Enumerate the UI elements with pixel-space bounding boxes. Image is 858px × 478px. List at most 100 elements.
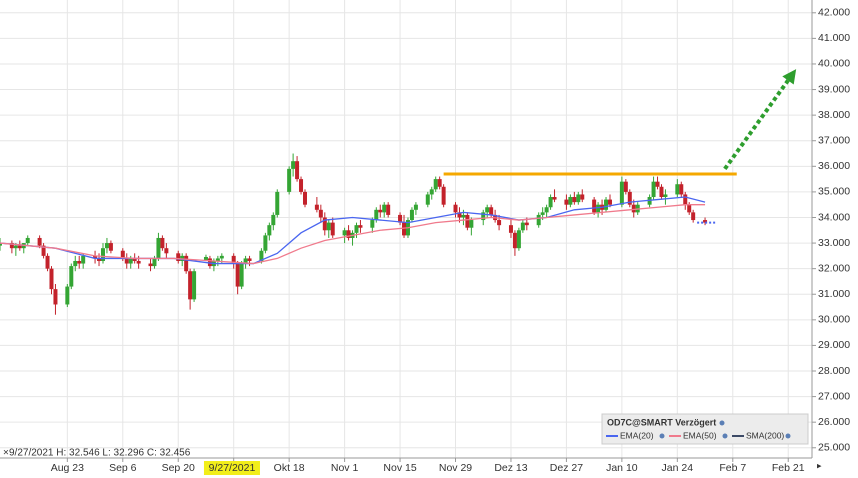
candle-body — [275, 191, 280, 215]
candle-body — [544, 207, 549, 213]
candle-body — [207, 258, 212, 267]
candle-body — [623, 181, 628, 192]
x-tick-label: Feb 21 — [772, 462, 805, 474]
candle-body — [13, 245, 18, 249]
candle-body — [69, 266, 74, 287]
candle-body — [100, 248, 105, 261]
crosshair-label: 9/27/2021 — [209, 462, 256, 474]
candle-body — [318, 209, 323, 218]
candle-body — [49, 268, 54, 290]
candle-body — [231, 255, 236, 264]
candle-body — [120, 250, 125, 259]
candle-body — [489, 207, 494, 215]
candle-body — [0, 243, 2, 246]
candle-body — [132, 258, 137, 261]
candle-body — [271, 214, 276, 226]
candle-body — [398, 214, 403, 223]
legend-box — [601, 413, 809, 445]
legend-label: SMA(200) — [746, 430, 784, 440]
x-tick-label: Sep 6 — [109, 462, 137, 474]
candle-body — [215, 258, 220, 261]
y-tick-label: 32.000 — [818, 262, 850, 274]
y-tick-label: 39.000 — [818, 83, 850, 95]
candle-body — [326, 222, 331, 231]
candle-body — [604, 199, 609, 210]
candle-body — [97, 258, 102, 261]
candle-body — [322, 217, 327, 231]
candle-body — [386, 204, 391, 215]
y-tick-label: 25.000 — [818, 442, 850, 454]
x-tick-label: Okt 18 — [274, 462, 305, 474]
candle-body — [25, 237, 30, 244]
candle-body — [346, 230, 351, 238]
candle-body — [314, 204, 319, 210]
candle-body — [655, 181, 660, 187]
candle-body — [73, 260, 78, 267]
y-tick-label: 40.000 — [818, 58, 850, 70]
plot — [0, 69, 797, 315]
candle-body — [263, 235, 268, 251]
candle-body — [536, 214, 541, 226]
candle-body — [580, 194, 585, 200]
candle-body — [219, 255, 224, 259]
candle-body — [497, 220, 502, 226]
scroll-marker: ▸ — [817, 460, 822, 470]
y-tick-label: 41.000 — [818, 32, 850, 44]
candle-body — [330, 222, 335, 236]
legend: OD7C@SMART Verzögert EMA(20) EMA(50) SMA(2… — [601, 413, 809, 445]
candle-body — [41, 245, 46, 256]
candle-body — [17, 245, 22, 249]
candle-body — [572, 197, 577, 203]
x-tick-label: Nov 1 — [331, 462, 359, 474]
ema-line — [0, 204, 706, 265]
candle-body — [703, 220, 708, 223]
candle-body — [93, 255, 98, 259]
candle-body — [192, 271, 197, 300]
candle-body — [378, 209, 383, 213]
x-tick-label: Sep 20 — [162, 462, 195, 474]
candle-body — [469, 220, 474, 228]
candle-body — [607, 199, 612, 205]
candle-body — [152, 258, 157, 267]
candle-body — [148, 263, 153, 267]
legend-title: OD7C@SMART Verzögert — [607, 417, 716, 427]
candle-body — [354, 225, 359, 233]
candle-body — [37, 237, 42, 246]
candle-body — [631, 204, 636, 213]
candle-body — [516, 230, 521, 249]
candle-body — [627, 191, 632, 205]
candle-body — [287, 168, 292, 192]
legend-icon — [785, 433, 791, 439]
x-tick-label: Aug 23 — [51, 462, 84, 474]
legend-icon — [659, 433, 665, 439]
candle-body — [576, 194, 581, 203]
legend-icon — [722, 433, 728, 439]
legend-label: EMA(50) — [683, 430, 717, 440]
candle-body — [413, 204, 418, 210]
candle-body — [108, 243, 113, 251]
candle-body — [691, 212, 696, 221]
candle-body — [156, 237, 161, 259]
candle-body — [402, 222, 407, 236]
candle-body — [659, 186, 664, 198]
candle-body — [299, 179, 304, 192]
candle-body — [77, 260, 82, 264]
candle-body — [441, 186, 446, 205]
y-tick-label: 36.000 — [818, 160, 850, 172]
candle-body — [81, 255, 86, 264]
candle-body — [235, 263, 240, 287]
candle-body — [374, 209, 379, 221]
candle-body — [259, 250, 264, 261]
y-tick-label: 37.000 — [818, 135, 850, 147]
candle-body — [243, 258, 248, 264]
candle-body — [540, 212, 545, 215]
candle-body — [45, 255, 50, 269]
x-tick-label: Jan 10 — [606, 462, 638, 474]
candle-body — [663, 194, 668, 198]
candle-body — [457, 212, 462, 218]
candle-body — [370, 220, 375, 228]
candle-body — [176, 253, 181, 261]
candle-body — [425, 194, 430, 205]
candle-body — [683, 194, 688, 205]
